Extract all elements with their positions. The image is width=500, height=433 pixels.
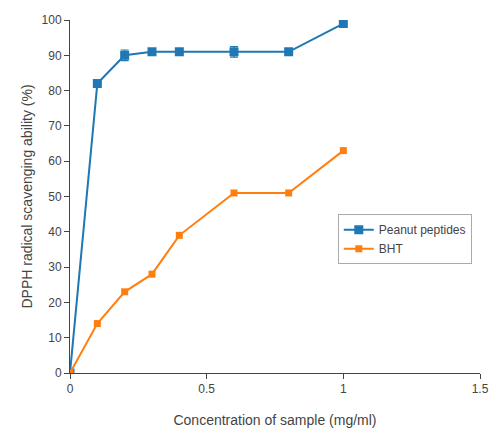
svg-text:Peanut peptides: Peanut peptides [379,223,466,237]
svg-text:0: 0 [67,382,74,396]
svg-text:30: 30 [48,260,62,274]
svg-text:50: 50 [48,190,62,204]
svg-text:DPPH radical scavenging abilit: DPPH radical scavenging ability (%) [19,84,35,308]
svg-text:100: 100 [42,13,62,27]
svg-text:BHT: BHT [379,242,404,256]
svg-text:0: 0 [55,366,62,380]
svg-text:90: 90 [48,49,62,63]
svg-text:0.5: 0.5 [198,382,215,396]
svg-text:80: 80 [48,84,62,98]
svg-text:1.5: 1.5 [472,382,489,396]
svg-text:40: 40 [48,225,62,239]
svg-text:1: 1 [340,382,347,396]
svg-text:Concentration of sample (mg/ml: Concentration of sample (mg/ml) [173,412,376,428]
svg-text:20: 20 [48,296,62,310]
svg-text:60: 60 [48,154,62,168]
svg-text:70: 70 [48,119,62,133]
svg-text:10: 10 [48,331,62,345]
